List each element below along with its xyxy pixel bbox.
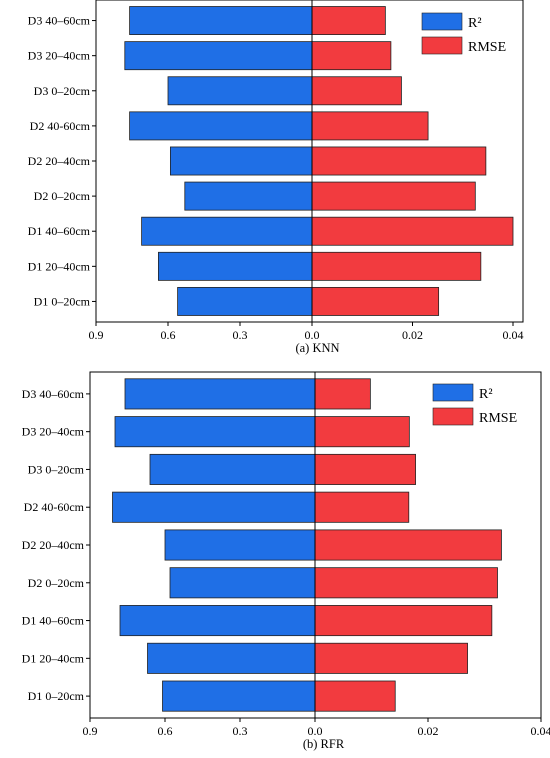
r2-bar — [162, 680, 316, 712]
category-label: D2 40-60cm — [24, 500, 85, 514]
legend-swatch-r2 — [421, 12, 463, 31]
category-label: D1 0–20cm — [34, 294, 91, 308]
r2-bar — [149, 453, 316, 485]
x-tick-label: 0.04 — [531, 724, 550, 738]
x-tick-label: 0.02 — [418, 724, 439, 738]
category-label: D1 20–40cm — [22, 651, 85, 665]
category-label: D3 0–20cm — [34, 84, 91, 98]
rmse-bar — [314, 378, 371, 410]
rmse-bar — [311, 6, 386, 35]
legend-swatch-rmse — [432, 407, 474, 426]
r2-bar — [169, 146, 313, 176]
rmse-bar — [314, 680, 396, 712]
r2-bar — [129, 111, 313, 141]
rmse-bar — [314, 529, 502, 561]
legend-swatch-r2 — [432, 383, 474, 402]
category-label: D1 40–60cm — [22, 614, 85, 628]
category-label: D2 40-60cm — [30, 119, 91, 133]
r2-bar — [124, 378, 316, 410]
rmse-bar — [314, 642, 468, 674]
x-tick-label: 0.0 — [305, 328, 320, 342]
category-label: D3 0–20cm — [28, 462, 85, 476]
rmse-bar — [311, 111, 429, 141]
x-tick-label: 0.3 — [233, 328, 248, 342]
r2-bar — [129, 6, 313, 35]
rmse-bar — [314, 453, 416, 485]
x-tick-label: 0.0 — [308, 724, 323, 738]
category-label: D2 0–20cm — [34, 189, 91, 203]
r2-bar — [184, 181, 313, 211]
category-label: D3 20–40cm — [28, 49, 91, 63]
r2-bar — [167, 76, 313, 106]
r2-bar — [112, 491, 316, 523]
x-tick-label: 0.04 — [503, 328, 524, 342]
r2-bar — [141, 216, 313, 246]
category-label: D3 40–60cm — [22, 387, 85, 401]
category-label: D1 20–40cm — [28, 259, 91, 273]
rmse-bar — [311, 181, 476, 211]
panel-caption: (a) KNN — [295, 341, 339, 355]
x-tick-label: 0.02 — [402, 328, 423, 342]
r2-bar — [147, 642, 316, 674]
category-label: D3 20–40cm — [22, 425, 85, 439]
rmse-bar — [314, 416, 410, 448]
category-label: D2 0–20cm — [28, 576, 85, 590]
legend: R² RMSE — [432, 383, 517, 426]
x-tick-label: 0.9 — [89, 328, 104, 342]
rmse-bar — [311, 76, 402, 106]
x-tick-label: 0.9 — [83, 724, 98, 738]
rmse-bar — [311, 41, 392, 71]
r2-bar — [119, 605, 316, 637]
chart-panel-2: D3 40–60cm D3 20–40cm D3 0–20cm D2 40-60cm D… — [22, 371, 550, 751]
r2-bar — [124, 41, 313, 71]
chart-panel-1: D3 40–60cm D3 20–40cm D3 0–20cm D2 40-60cm D… — [28, 0, 524, 355]
rmse-bar — [311, 146, 487, 176]
r2-bar — [177, 286, 313, 316]
category-label: D2 20–40cm — [28, 154, 91, 168]
rmse-bar — [314, 567, 498, 599]
legend-swatch-rmse — [421, 36, 463, 55]
x-tick-label: 0.6 — [161, 328, 176, 342]
r2-bar — [157, 251, 313, 281]
r2-bar — [169, 567, 316, 599]
legend-label-rmse: RMSE — [468, 40, 506, 55]
legend-label-r2: R² — [468, 16, 482, 31]
x-tick-label: 0.6 — [158, 724, 173, 738]
rmse-bar — [311, 286, 440, 316]
x-tick-label: 0.3 — [233, 724, 248, 738]
category-label: D1 40–60cm — [28, 224, 91, 238]
panel-caption: (b) RFR — [303, 737, 345, 751]
rmse-bar — [311, 251, 482, 281]
legend-label-rmse: RMSE — [479, 411, 517, 426]
legend: R² RMSE — [421, 12, 506, 55]
rmse-bar — [314, 605, 493, 637]
r2-bar — [164, 529, 316, 561]
r2-bar — [114, 416, 316, 448]
category-label: D1 0–20cm — [28, 689, 85, 703]
legend-label-r2: R² — [479, 387, 493, 402]
rmse-bar — [314, 491, 410, 523]
rmse-bar — [311, 216, 514, 246]
category-label: D3 40–60cm — [28, 14, 91, 28]
category-label: D2 20–40cm — [22, 538, 85, 552]
